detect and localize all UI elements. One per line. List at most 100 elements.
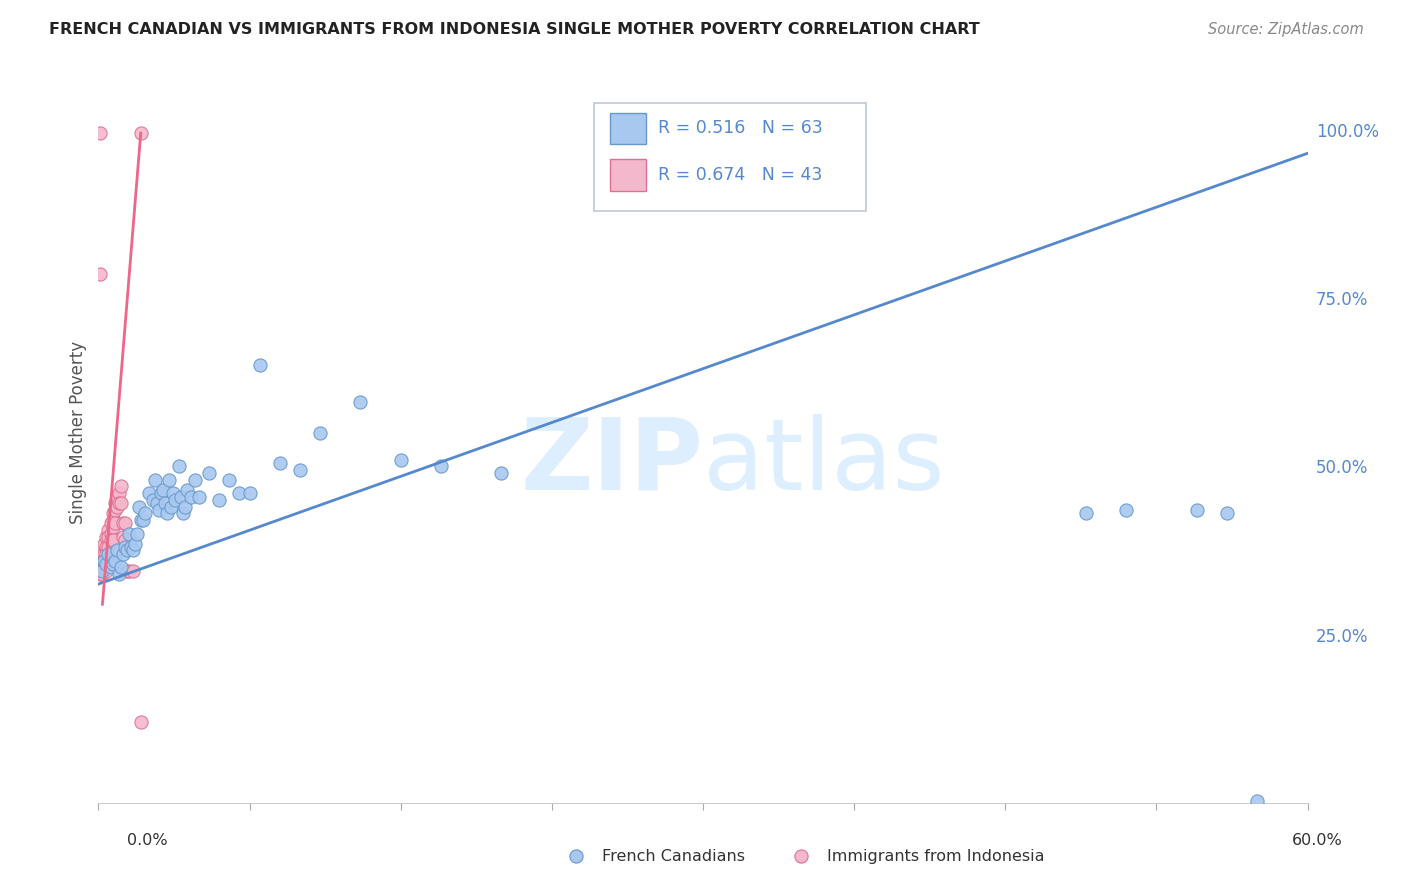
Point (146, 496, 169, 510)
Point (114, 540, 136, 554)
Point (129, 126, 152, 140)
Point (107, 496, 129, 510)
Point (184, 473, 207, 487)
Point (91, 564, 114, 578)
Point (132, 513, 155, 527)
Point (143, 473, 166, 487)
Point (160, 500, 183, 514)
Point (111, 547, 134, 561)
Point (180, 490, 202, 504)
Point (103, 553, 125, 567)
Point (188, 490, 211, 504)
Point (101, 507, 124, 521)
Point (157, 473, 180, 487)
Text: FRENCH CANADIAN VS IMMIGRANTS FROM INDONESIA SINGLE MOTHER POVERTY CORRELATION C: FRENCH CANADIAN VS IMMIGRANTS FROM INDON… (49, 22, 980, 37)
Point (89, 268, 111, 282)
Point (163, 492, 186, 507)
Point (93, 547, 115, 561)
Point (128, 500, 150, 514)
Point (129, 714, 152, 729)
Point (430, 459, 453, 474)
Point (134, 507, 156, 521)
Point (101, 520, 124, 534)
Point (153, 496, 176, 510)
Point (269, 456, 291, 470)
Point (115, 564, 138, 578)
Point (167, 459, 190, 474)
Point (914, 769, 936, 783)
Text: 60.0%: 60.0% (1292, 833, 1343, 847)
Text: Source: ZipAtlas.com: Source: ZipAtlas.com (1208, 22, 1364, 37)
Point (1236, 769, 1258, 783)
FancyBboxPatch shape (610, 160, 647, 191)
Point (100, 533, 122, 548)
Point (309, 425, 332, 440)
Point (100, 526, 122, 541)
Point (107, 566, 129, 581)
Point (148, 503, 170, 517)
Point (1115, 503, 1137, 517)
Point (118, 526, 141, 541)
Point (138, 486, 160, 500)
Point (1246, 794, 1268, 808)
Point (97, 540, 120, 554)
Point (91, 560, 114, 574)
Point (162, 486, 184, 500)
Y-axis label: Single Mother Poverty: Single Mother Poverty (69, 341, 87, 524)
Point (96, 540, 118, 554)
Point (103, 503, 125, 517)
Point (142, 492, 165, 507)
Point (124, 536, 146, 550)
Point (100, 516, 122, 531)
Point (96, 547, 118, 561)
Point (103, 496, 125, 510)
Point (1216, 507, 1239, 521)
Point (91, 553, 114, 567)
Point (101, 533, 124, 548)
Point (114, 516, 136, 531)
Point (105, 543, 128, 558)
Text: French Canadians: French Canadians (602, 849, 745, 863)
Point (105, 490, 128, 504)
Point (218, 473, 240, 487)
Point (101, 557, 124, 571)
Point (115, 543, 138, 558)
Point (107, 486, 129, 500)
Point (174, 500, 197, 514)
Point (97, 523, 120, 537)
Point (149, 486, 172, 500)
Point (349, 395, 371, 409)
Point (110, 479, 132, 493)
Point (111, 530, 134, 544)
Text: atlas: atlas (703, 414, 945, 511)
Point (110, 560, 132, 574)
Point (125, 526, 148, 541)
Point (105, 500, 128, 514)
Text: R = 0.674   N = 43: R = 0.674 N = 43 (658, 166, 823, 184)
Text: Immigrants from Indonesia: Immigrants from Indonesia (827, 849, 1045, 863)
Point (228, 486, 250, 500)
Point (1074, 507, 1097, 521)
Point (91, 566, 114, 581)
Point (96, 530, 118, 544)
Point (249, 359, 271, 373)
FancyBboxPatch shape (610, 112, 647, 144)
Point (93, 553, 115, 567)
Point (170, 490, 193, 504)
Point (91, 547, 114, 561)
Point (121, 564, 143, 578)
Point (100, 560, 122, 574)
Point (97, 530, 120, 544)
Point (101, 513, 124, 527)
Point (111, 516, 134, 531)
Point (239, 486, 262, 500)
Point (208, 492, 231, 507)
Point (389, 452, 412, 467)
Point (152, 483, 174, 497)
Text: 0.0%: 0.0% (127, 833, 167, 847)
Point (96, 557, 118, 571)
Point (198, 466, 221, 480)
Point (1185, 503, 1208, 517)
Point (110, 496, 132, 510)
Point (114, 533, 136, 548)
